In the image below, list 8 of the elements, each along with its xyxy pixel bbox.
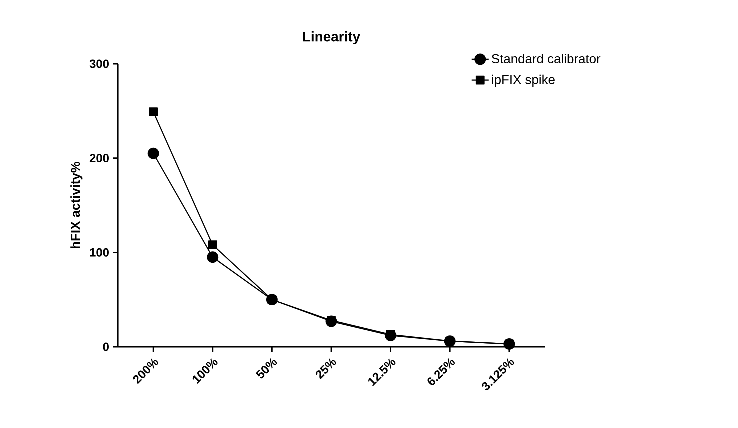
y-tick-label: 300 [90,60,109,68]
y-tick-label: 100 [90,248,109,257]
legend-label: Standard calibrator [492,54,601,64]
y-tick-label: 0 [103,342,109,352]
chart-title: Linearity [303,31,360,44]
y-tick-label: 200 [90,154,109,163]
y-axis-title: hFIX activity% [70,162,83,248]
legend-label: ipFIX spike [492,74,555,87]
